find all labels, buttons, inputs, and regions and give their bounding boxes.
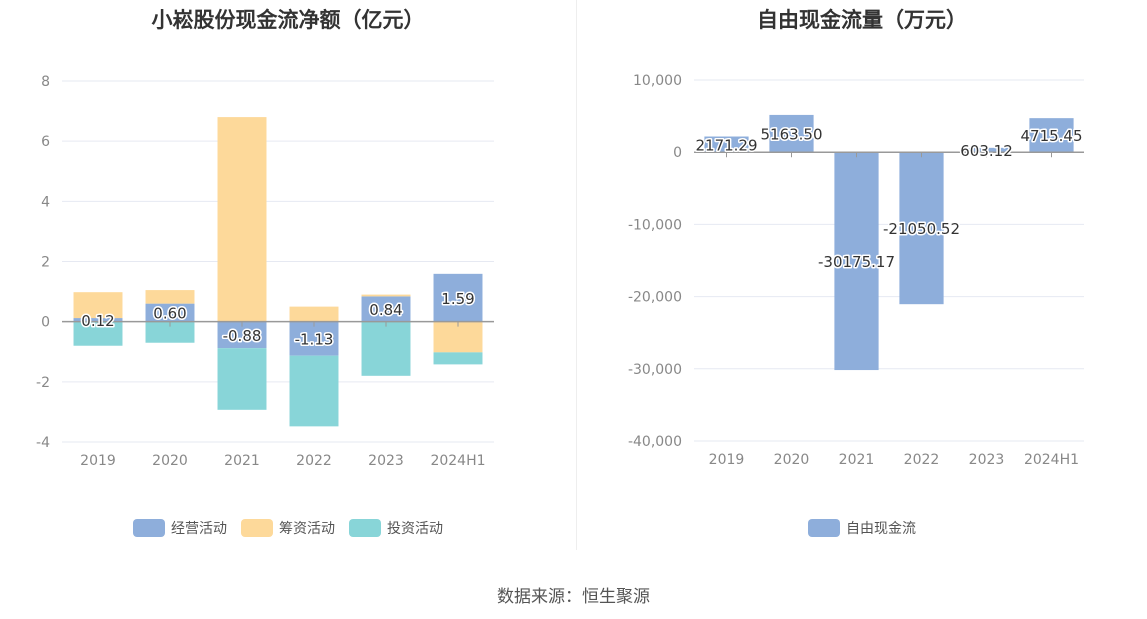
y-tick-label: 0 <box>41 315 50 331</box>
bar <box>73 292 123 319</box>
y-tick-label: 0 <box>673 145 682 161</box>
cash-flow-chart-panel: 小崧股份现金流净额（亿元） 8 6 4 2 0 -2 -4 2019 2020 2021 2022 2… <box>0 0 576 560</box>
bar <box>289 355 339 427</box>
data-label: 2171.29 <box>695 136 757 154</box>
x-tick-label: 2019 <box>80 453 116 469</box>
chart-title: 小崧股份现金流净额（亿元） <box>151 8 425 32</box>
legend-label: 投资活动 <box>387 521 443 537</box>
legend-swatch <box>808 519 840 537</box>
bar <box>145 290 195 304</box>
bar <box>834 152 879 371</box>
bar <box>145 303 195 322</box>
bar <box>217 117 267 322</box>
y-tick-label: 6 <box>41 134 50 150</box>
data-label: -1.13 <box>295 331 334 349</box>
legend-label: 经营活动 <box>171 521 227 537</box>
chart-legend: 经营活动 筹资活动 投资活动 <box>0 518 576 538</box>
bar <box>1029 118 1074 153</box>
data-label: -30175.17 <box>818 253 895 271</box>
data-label: 1.59 <box>441 290 474 308</box>
chart-title: 自由现金流量（万元） <box>757 8 967 32</box>
y-tick-label: -2 <box>36 375 50 391</box>
data-label: 0.60 <box>153 305 186 323</box>
y-tick-label: -40,000 <box>628 434 682 450</box>
data-label: 603.12 <box>960 142 1013 160</box>
x-tick-label: 2023 <box>368 453 404 469</box>
x-tick-label: 2021 <box>839 452 875 468</box>
data-label: -21050.52 <box>883 220 960 238</box>
x-tick-label: 2022 <box>904 452 940 468</box>
bar <box>899 152 944 305</box>
data-source: 数据来源：恒生聚源 <box>497 587 650 607</box>
bar <box>361 321 411 376</box>
y-tick-label: -30,000 <box>628 362 682 378</box>
legend-swatch <box>349 519 381 537</box>
data-label: 4715.45 <box>1020 127 1082 145</box>
y-tick-label: 2 <box>41 255 50 271</box>
bar <box>769 114 814 153</box>
chart-legend: 自由现金流 <box>577 518 1147 538</box>
x-tick-label: 2019 <box>709 452 745 468</box>
x-tick-label: 2021 <box>224 453 260 469</box>
x-tick-label: 2024H1 <box>1024 452 1079 468</box>
y-tick-label: 8 <box>41 74 50 90</box>
legend-item[interactable]: 经营活动 <box>133 518 227 538</box>
y-tick-label: -10,000 <box>628 217 682 233</box>
free-cash-flow-chart-panel: 自由现金流量（万元） 10,000 0 -10,000 -20,000 -30,000 -… <box>577 0 1147 560</box>
bar <box>73 318 123 322</box>
bar <box>145 321 195 343</box>
legend-label: 筹资活动 <box>279 521 335 537</box>
panel-divider <box>576 0 577 550</box>
bar <box>361 296 411 322</box>
legend-item[interactable]: 投资活动 <box>349 518 443 538</box>
bar <box>289 306 339 322</box>
bar <box>433 321 483 353</box>
y-tick-label: 10,000 <box>633 73 682 89</box>
data-label: 5163.50 <box>760 126 822 144</box>
bar <box>433 352 483 365</box>
x-tick-label: 2020 <box>152 453 188 469</box>
legend-item[interactable]: 筹资活动 <box>241 518 335 538</box>
y-tick-label: -4 <box>36 435 50 451</box>
bar <box>289 321 339 356</box>
x-tick-label: 2020 <box>774 452 810 468</box>
cash-flow-chart: 8 6 4 2 0 -2 -4 2019 2020 2021 2022 2023 2024H1 0.12 0… <box>36 74 494 469</box>
x-tick-label: 2022 <box>296 453 332 469</box>
y-tick-label: -20,000 <box>628 290 682 306</box>
bar <box>964 147 1009 153</box>
data-label: 0.84 <box>369 301 402 319</box>
bar <box>361 294 411 297</box>
bar <box>704 136 749 153</box>
x-tick-label: 2024H1 <box>430 453 485 469</box>
legend-item[interactable]: 自由现金流 <box>808 518 916 538</box>
legend-swatch <box>241 519 273 537</box>
data-label: -0.88 <box>223 327 262 345</box>
legend-label: 自由现金流 <box>846 521 916 537</box>
data-label: 0.12 <box>81 312 114 330</box>
bar <box>217 348 267 410</box>
x-tick-label: 2023 <box>969 452 1005 468</box>
free-cash-flow-chart: 10,000 0 -10,000 -20,000 -30,000 -40,000 2019 2… <box>628 73 1084 468</box>
bar <box>433 273 483 322</box>
legend-swatch <box>133 519 165 537</box>
y-tick-label: 4 <box>41 194 50 210</box>
